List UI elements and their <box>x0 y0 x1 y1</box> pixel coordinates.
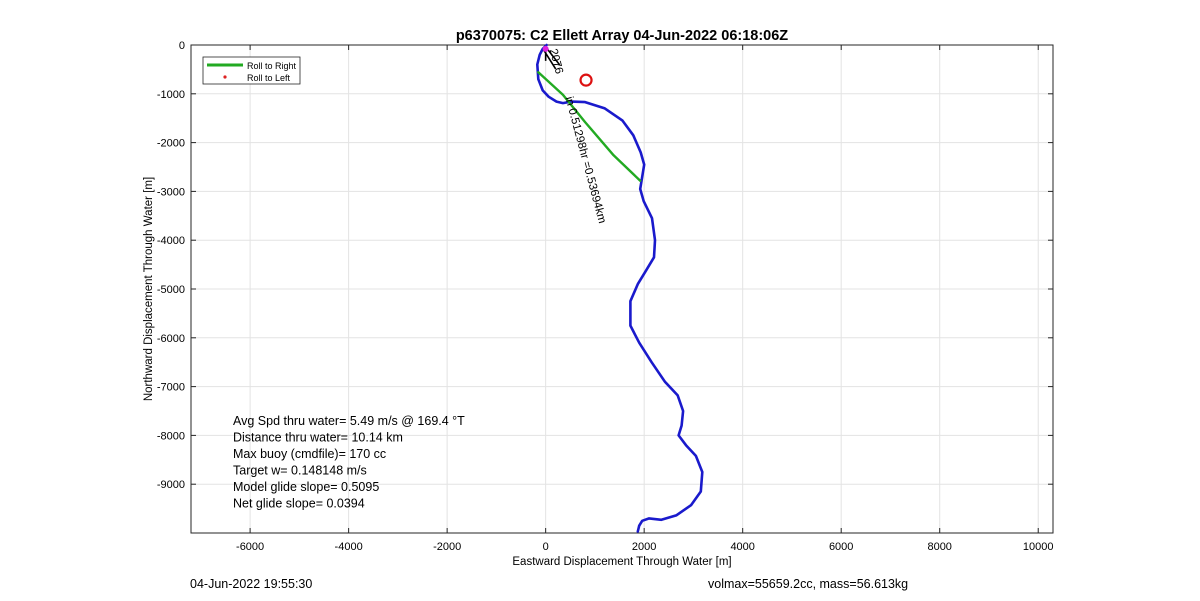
x-tick-label: -4000 <box>335 541 363 553</box>
y-tick-label: -2000 <box>157 138 185 150</box>
y-tick-label: -8000 <box>157 430 185 442</box>
series-layer <box>535 43 704 533</box>
y-tick-label: -7000 <box>157 382 185 394</box>
x-tick-label: -2000 <box>433 541 461 553</box>
x-axis-label: Eastward Displacement Through Water [m] <box>512 556 731 568</box>
chart-title: p6370075: C2 Ellett Array 04-Jun-2022 06… <box>456 28 788 44</box>
stats-line: Net glide slope= 0.0394 <box>233 497 365 511</box>
legend-swatch-roll-left <box>223 75 227 79</box>
y-tick-label: -6000 <box>157 333 185 345</box>
x-tick-label: 0 <box>543 541 549 553</box>
stats-line: Model glide slope= 0.5095 <box>233 480 379 494</box>
stats-block: Avg Spd thru water= 5.49 m/s @ 169.4 °T D… <box>233 414 465 511</box>
axis-ticks: -6000 -4000 -2000 0 2000 4000 6000 8000 10000 0 -1… <box>157 40 1054 553</box>
start-point-marker <box>542 45 549 52</box>
stats-line: Target w= 0.148148 m/s <box>233 464 367 478</box>
target-circle-marker <box>579 73 593 87</box>
track-annotation: 2076 <box>547 48 565 76</box>
y-axis-label: Northward Displacement Through Water [m] <box>143 177 155 401</box>
y-tick-label: -1000 <box>157 89 185 101</box>
marker-layer <box>542 45 593 87</box>
y-tick-label: 0 <box>179 40 185 52</box>
x-tick-label: 8000 <box>927 541 951 553</box>
footer-mass-info: volmax=55659.2cc, mass=56.613kg <box>708 577 909 591</box>
footer-timestamp: 04-Jun-2022 19:55:30 <box>190 577 313 591</box>
stats-line: Max buoy (cmdfile)= 170 cc <box>233 447 386 461</box>
roll-right-segment <box>537 71 642 182</box>
y-tick-label: -3000 <box>157 186 185 198</box>
legend-box <box>202 56 301 85</box>
stats-line: Distance thru water= 10.14 km <box>233 431 403 445</box>
x-tick-label: 10000 <box>1023 541 1054 553</box>
y-tick-label: -5000 <box>157 284 185 296</box>
y-tick-label: -4000 <box>157 235 185 247</box>
x-tick-label: 2000 <box>632 541 656 553</box>
legend-label-roll-right: Roll to Right <box>247 61 297 71</box>
stats-line: Avg Spd thru water= 5.49 m/s @ 169.4 °T <box>233 414 465 428</box>
glider-track-line <box>535 43 704 533</box>
grid <box>191 44 1053 533</box>
y-tick-label: -9000 <box>157 479 185 491</box>
x-tick-label: 6000 <box>829 541 853 553</box>
legend: Roll to Right Roll to Left <box>202 56 301 85</box>
x-tick-label: 4000 <box>730 541 754 553</box>
track-annotation: in 0.51298hr =0.53694km <box>562 95 607 224</box>
legend-label-roll-left: Roll to Left <box>247 73 291 83</box>
x-tick-label: -6000 <box>236 541 264 553</box>
